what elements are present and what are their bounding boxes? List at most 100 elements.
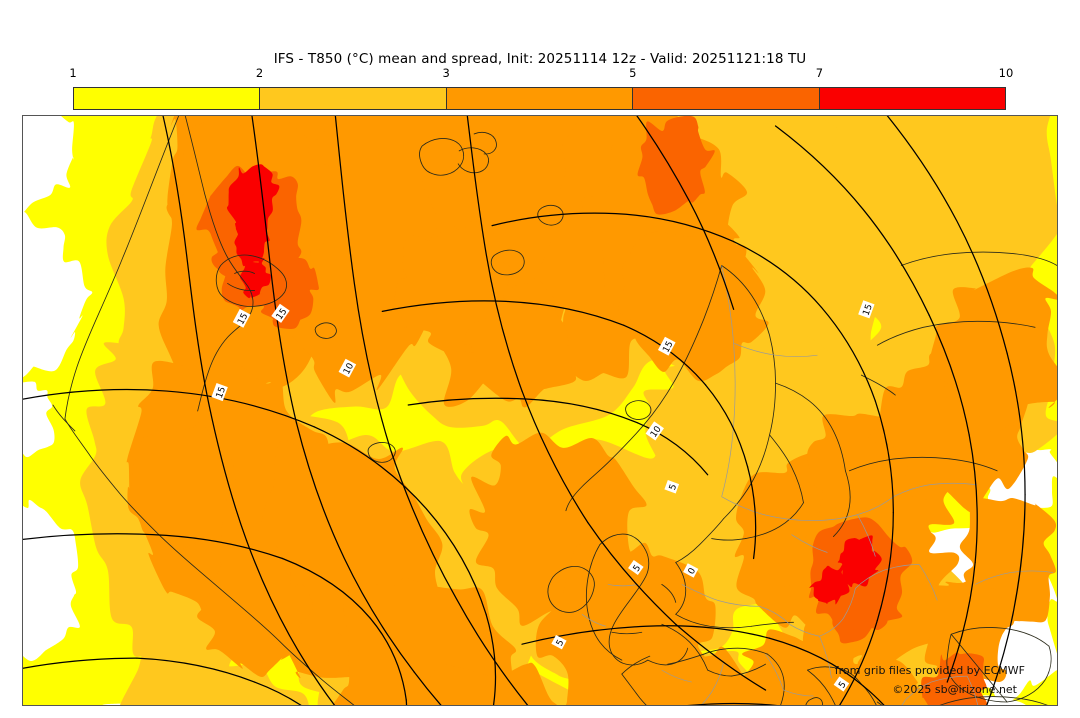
country-border [607,584,638,587]
spread-band [796,659,939,705]
isotherm-contour [245,539,336,705]
country-border [775,354,818,358]
credit-copyright: ©2025 sb@irizone.net [892,683,1017,696]
isotherm-contour [413,671,442,705]
colorbar-segment-5-7 [632,88,819,109]
isotherm-contour [1008,494,1026,633]
spread-band [226,164,280,236]
coastline [667,653,705,665]
spread-band [197,543,313,677]
isotherm-contour [687,702,777,705]
coastline [227,283,255,292]
country-border [789,623,820,637]
isotherm-contour [689,201,735,310]
country-border [721,424,734,497]
country-border [883,564,920,571]
svg-text:5: 5 [632,563,643,573]
credit-source: from grib files provided by ECMWF [834,664,1025,677]
isotherm-contour [23,533,284,560]
coastline [647,647,689,666]
isotherm-contour [23,657,138,669]
isotherm-contour [675,623,767,691]
country-border [901,699,906,705]
coastline [621,673,647,705]
coastline [457,147,489,174]
isotherm-contour [637,422,709,476]
country-border [893,484,930,498]
isotherm-contour [251,116,298,424]
country-border [966,675,979,705]
svg-text:5: 5 [668,483,679,492]
isotherm-contour [928,314,970,436]
colorbar-tick-labels: 1 2 3 5 7 10 [69,66,1013,84]
spread-band [120,643,309,705]
colorbar-tick-2: 2 [255,66,264,80]
coastline [611,631,643,635]
spread-band [929,267,1057,433]
svg-text:15: 15 [236,312,250,327]
coastline [948,458,998,472]
isotherm-contour [281,557,371,619]
isotherm-contour [389,448,529,705]
coastline [547,565,595,613]
coastline [950,627,1050,647]
map-frame[interactable]: 15151515151010555550-5 from grib files p… [22,115,1058,706]
colorbar-tick-1: 1 [69,66,77,80]
svg-text:15: 15 [661,340,675,355]
isotherm-label: 15 [211,382,228,402]
coastline [833,470,851,537]
isotherm-contour [968,434,978,564]
country-border [581,614,606,627]
page-title: IFS - T850 (°C) mean and spread, Init: 2… [273,51,807,67]
coastline [675,562,687,615]
spread-band [637,116,715,215]
coastline [807,669,836,705]
country-border [918,564,938,601]
spread-band [234,210,270,267]
isotherm-contour [466,116,523,392]
isotherm-contour [162,116,248,542]
country-border [791,534,828,553]
country-border [857,514,876,557]
coastline [675,518,725,563]
coastline [64,116,180,420]
coastline [807,666,862,685]
coastline [52,404,76,432]
spread-band [959,498,1057,642]
coastline [900,251,1057,266]
coastline [234,270,255,274]
coastline [939,696,1048,705]
coastline [661,583,677,603]
country-border [765,653,784,691]
isotherm-contour [136,657,256,683]
isotherm-contour [485,613,497,705]
coastline [860,374,896,396]
svg-text:5: 5 [555,638,567,648]
coastline [490,249,525,276]
colorbar-segment-1-2 [74,88,260,109]
isotherm-contour [733,240,823,308]
coastline [585,544,623,661]
coastline [419,138,465,176]
spread-band [23,499,80,661]
isotherm-contour [874,400,894,514]
colorbar-segment-2-3 [259,88,446,109]
spread-band [837,535,882,588]
country-border [905,681,932,701]
coastline [805,697,823,705]
isotherm-label: 5 [551,635,567,650]
isotherm-label: 5 [628,559,644,575]
isotherm-contour [369,617,407,701]
map-canvas: 15151515151010555550-5 [23,116,1057,705]
isotherm-contour [886,116,1008,354]
coastline [707,669,733,677]
isotherm-contour [946,561,976,683]
colorbar-segment-7-10 [818,88,1006,109]
spread-band [127,422,238,555]
country-border [783,689,814,697]
coastline [473,131,497,155]
spread-band [462,279,577,408]
country-border [843,588,856,619]
coastline [1006,645,1052,703]
